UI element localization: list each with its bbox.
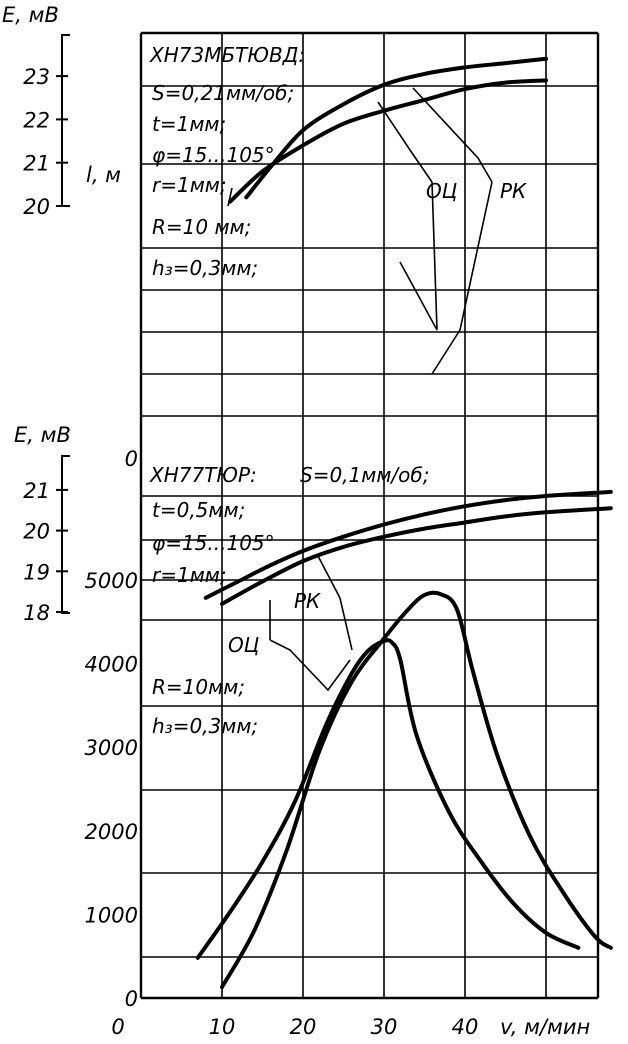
x-axis-tick-label: 20 [290,1015,317,1039]
l-axis-tick-label: 1000 [85,903,138,927]
top-condition-angle: φ=15...105° [152,143,275,167]
bottom-condition-angle: φ=15...105° [152,531,275,555]
bottom-condition-feed: S=0,1мм/об; [300,463,429,487]
bottom-e-axis-label: E, мВ [14,423,71,447]
top-condition-feed: S=0,21мм/об; [152,81,294,105]
x-axis-label: v, м/мин [500,1015,590,1039]
curve-label-leader [431,181,493,375]
bottom-condition-tool-radius: R=10мм; [152,675,245,699]
tick-labels: 2322212060050040030020010002120191850004… [23,65,479,1039]
curve-label-leader [339,597,353,651]
l-axis-tick-label: 0 [125,447,138,471]
bottom-material: ХН77ТЮР: [149,463,257,487]
top-condition-wear: h₃=0,3мм; [152,256,258,280]
e-axis-tick-label: 21 [23,479,50,503]
curve-label-leader [269,639,351,692]
e-axis-bracket [61,34,70,207]
e-axis-tick-label: 18 [23,601,50,625]
x-axis-tick-label: 10 [209,1015,236,1039]
e-axis-tick-label: 19 [23,560,50,584]
panel-2-series-4-line [220,590,613,990]
curve-label-leader [412,87,493,183]
l-axis-tick-label: 5000 [85,569,138,593]
bottom-condition-radius: r=1мм; [152,563,227,587]
e-axis-tick-label: 20 [23,195,50,219]
x-axis-tick-label: 30 [371,1015,398,1039]
curve-label-leader [377,101,433,183]
e-axis-tick-label: 20 [23,520,50,544]
top-curve-label-rk: РК [500,179,527,203]
e-axis-bracket [61,455,70,614]
panel-2-series-2-line [203,489,613,600]
top-e-axis-label: E, мВ [2,3,59,27]
l-axis-tick-label: 3000 [85,736,138,760]
l-axis-tick-label: 4000 [85,653,138,677]
top-panel-grid [61,31,600,458]
bottom-panel-grid [61,455,600,1000]
e-axis-tick-label: 23 [23,65,50,89]
l-axis-tick-label: 0 [125,987,138,1011]
l-axis-tick-label: 2000 [85,820,138,844]
data-curves [195,56,613,990]
top-curve-label-oc: ОЦ [426,179,457,203]
e-axis-tick-label: 22 [23,108,50,132]
top-material: ХН73МБТЮВД: [149,43,305,67]
x-axis-tick-label: 40 [452,1015,479,1039]
panel-2-series-1-line [220,506,613,606]
top-condition-depth: t=1мм; [152,112,226,136]
bottom-curve-label-oc: ОЦ [228,633,259,657]
top-condition-tool-radius: R=10 мм; [152,215,251,239]
panel-1-series-2-line [244,56,548,200]
curve-label-leader [399,181,438,331]
top-condition-radius: r=1мм; [152,173,227,197]
panel-2-series-3-line [195,638,581,960]
top-l-axis-label: l, м [86,163,121,187]
e-axis-tick-label: 21 [23,152,50,176]
bottom-condition-wear: h₃=0,3мм; [152,714,258,738]
x-axis-tick-label: 0 [111,1015,124,1039]
bottom-curve-label-rk: РК [294,589,321,613]
curve-label-leader [317,555,341,599]
bottom-condition-depth: t=0,5мм; [152,498,245,522]
